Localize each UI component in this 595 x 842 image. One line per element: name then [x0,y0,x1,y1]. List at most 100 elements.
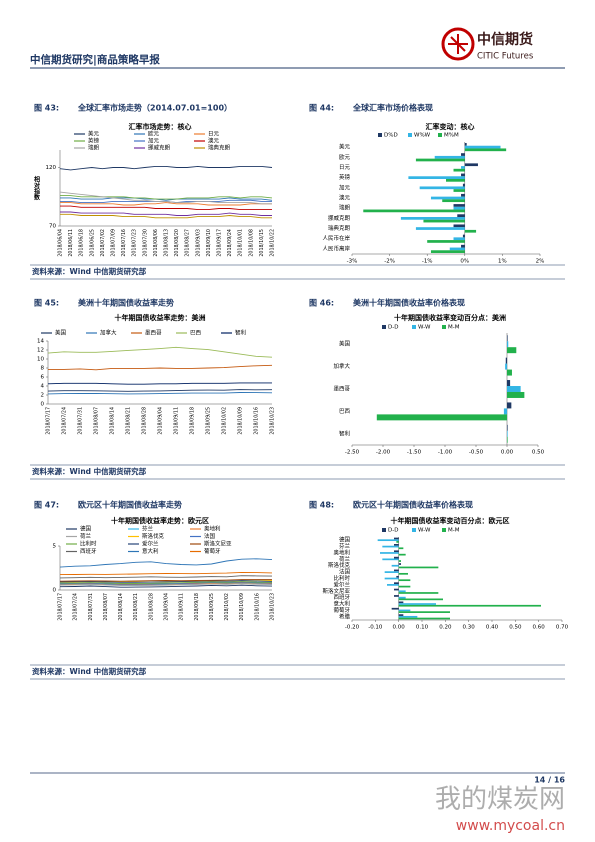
x-tick-label: 2018/08/28 [142,407,148,435]
category-label: 比利时 [333,574,350,582]
category-label: 西班牙 [333,593,350,601]
figure-number: 图 46: [309,299,334,308]
x-tick-label: 2018/10/09 [238,407,244,435]
logo [441,27,475,61]
category-label: 希腊 [339,612,351,620]
x-tick-label: 0% [460,259,469,265]
bar [376,414,507,421]
bar [507,380,511,387]
x-tick-label: 0.30 [463,625,476,631]
bar [398,615,418,618]
x-tick-label: 2018/10/09 [239,593,245,621]
x-tick-label: 2018/08/13 [164,229,170,257]
legend-swatch [442,528,446,532]
bar [382,545,399,548]
figure-caption: 欧元区十年期国债收益率走势 [78,500,182,510]
series-line [47,389,273,392]
bar [505,363,507,370]
series-line [59,584,273,588]
legend-swatch [412,325,416,329]
bar [507,386,521,392]
page-number: 14 / 16 [534,776,565,785]
bar [507,341,509,348]
bar [394,537,399,540]
legend-swatch [412,528,416,532]
category-label: 瑞典克朗 [328,224,351,232]
x-tick-label: 2018/10/16 [254,407,260,435]
bar [398,603,436,605]
category-label: 人民币离岸 [322,244,350,252]
bar [396,541,399,543]
category-label: 意大利 [333,600,350,608]
x-tick-label: 2018/09/03 [195,229,201,257]
x-tick-label: 1% [498,259,507,265]
bar [398,579,411,582]
legend-label: W-W [418,528,431,534]
bar [419,186,465,190]
legend-label: 荷兰 [80,532,92,540]
legend-label: 澳元 [208,137,220,145]
series-line [59,581,273,585]
legend-swatch [382,528,386,532]
legend-label: 斯洛文尼亚 [204,540,232,548]
y-tick-label: 14 [37,339,44,345]
x-tick-label: 2018/08/21 [133,593,139,621]
category-label: 英镑 [339,173,351,181]
bar [453,206,465,210]
legend-label: 加元 [148,137,160,145]
x-tick-label: 2018/09/25 [206,407,212,435]
bar [449,247,465,251]
legend-label: 英镑 [88,137,100,145]
figure-number: 图 43: [34,104,59,113]
x-tick-label: 2018/09/18 [194,593,200,621]
figure-number: 图 45: [34,299,59,308]
x-tick-label: 2018/09/18 [190,407,196,435]
legend-label: W%W [414,133,431,139]
figure-number: 图 44: [309,104,334,113]
x-tick-label: 0.20 [439,625,452,631]
x-tick-label: -0.50 [469,450,484,456]
chart-title: 汇率市场走势：核心 [129,122,192,131]
x-tick-label: 2018/07/24 [62,407,68,435]
x-tick-label: 0.40 [486,625,499,631]
category-label: 巴西 [339,408,351,415]
chart-title: 十年期国债收益率变动百分点：美洲 [394,313,506,322]
bar [507,402,512,409]
y-axis-label: 相对指数 [33,175,40,201]
bar [396,575,399,578]
legend-label: 奥地利 [204,525,221,533]
legend-label: 葡萄牙 [204,547,221,555]
bar [464,143,467,146]
x-tick-label: 2018/07/31 [78,407,84,435]
category-label: 加元 [339,183,351,191]
bar [398,547,404,550]
bar [461,166,465,169]
y-tick-label: 6 [41,375,45,381]
x-tick-label: 2018/07/17 [46,407,52,435]
bar [398,604,541,607]
bar [363,209,465,213]
bar [461,244,465,248]
figure-number: 图 47: [34,501,59,510]
legend-label: 瑞典克朗 [208,144,231,152]
x-tick-label: 2018/08/28 [148,593,154,621]
x-tick-label: -0.10 [368,625,383,631]
bar [382,558,399,561]
x-tick-label: 2018/08/20 [174,229,180,257]
y-tick-label: 4 [41,384,45,390]
x-tick-label: 2018/07/02 [100,229,106,257]
bar [398,572,408,575]
bar [377,539,399,542]
y-tick-label: 5 [53,544,57,550]
bar [464,229,477,233]
bar [453,168,465,172]
bar [507,436,508,443]
category-label: 日元 [339,164,351,171]
x-tick-label: 2018/08/06 [153,229,159,257]
logo-en: CITIC Futures [477,52,534,62]
bar [453,204,465,207]
x-tick-label: -2.00 [376,450,391,456]
chart-title: 十年期国债收益率走势：欧元区 [111,516,209,525]
bar [503,408,507,415]
